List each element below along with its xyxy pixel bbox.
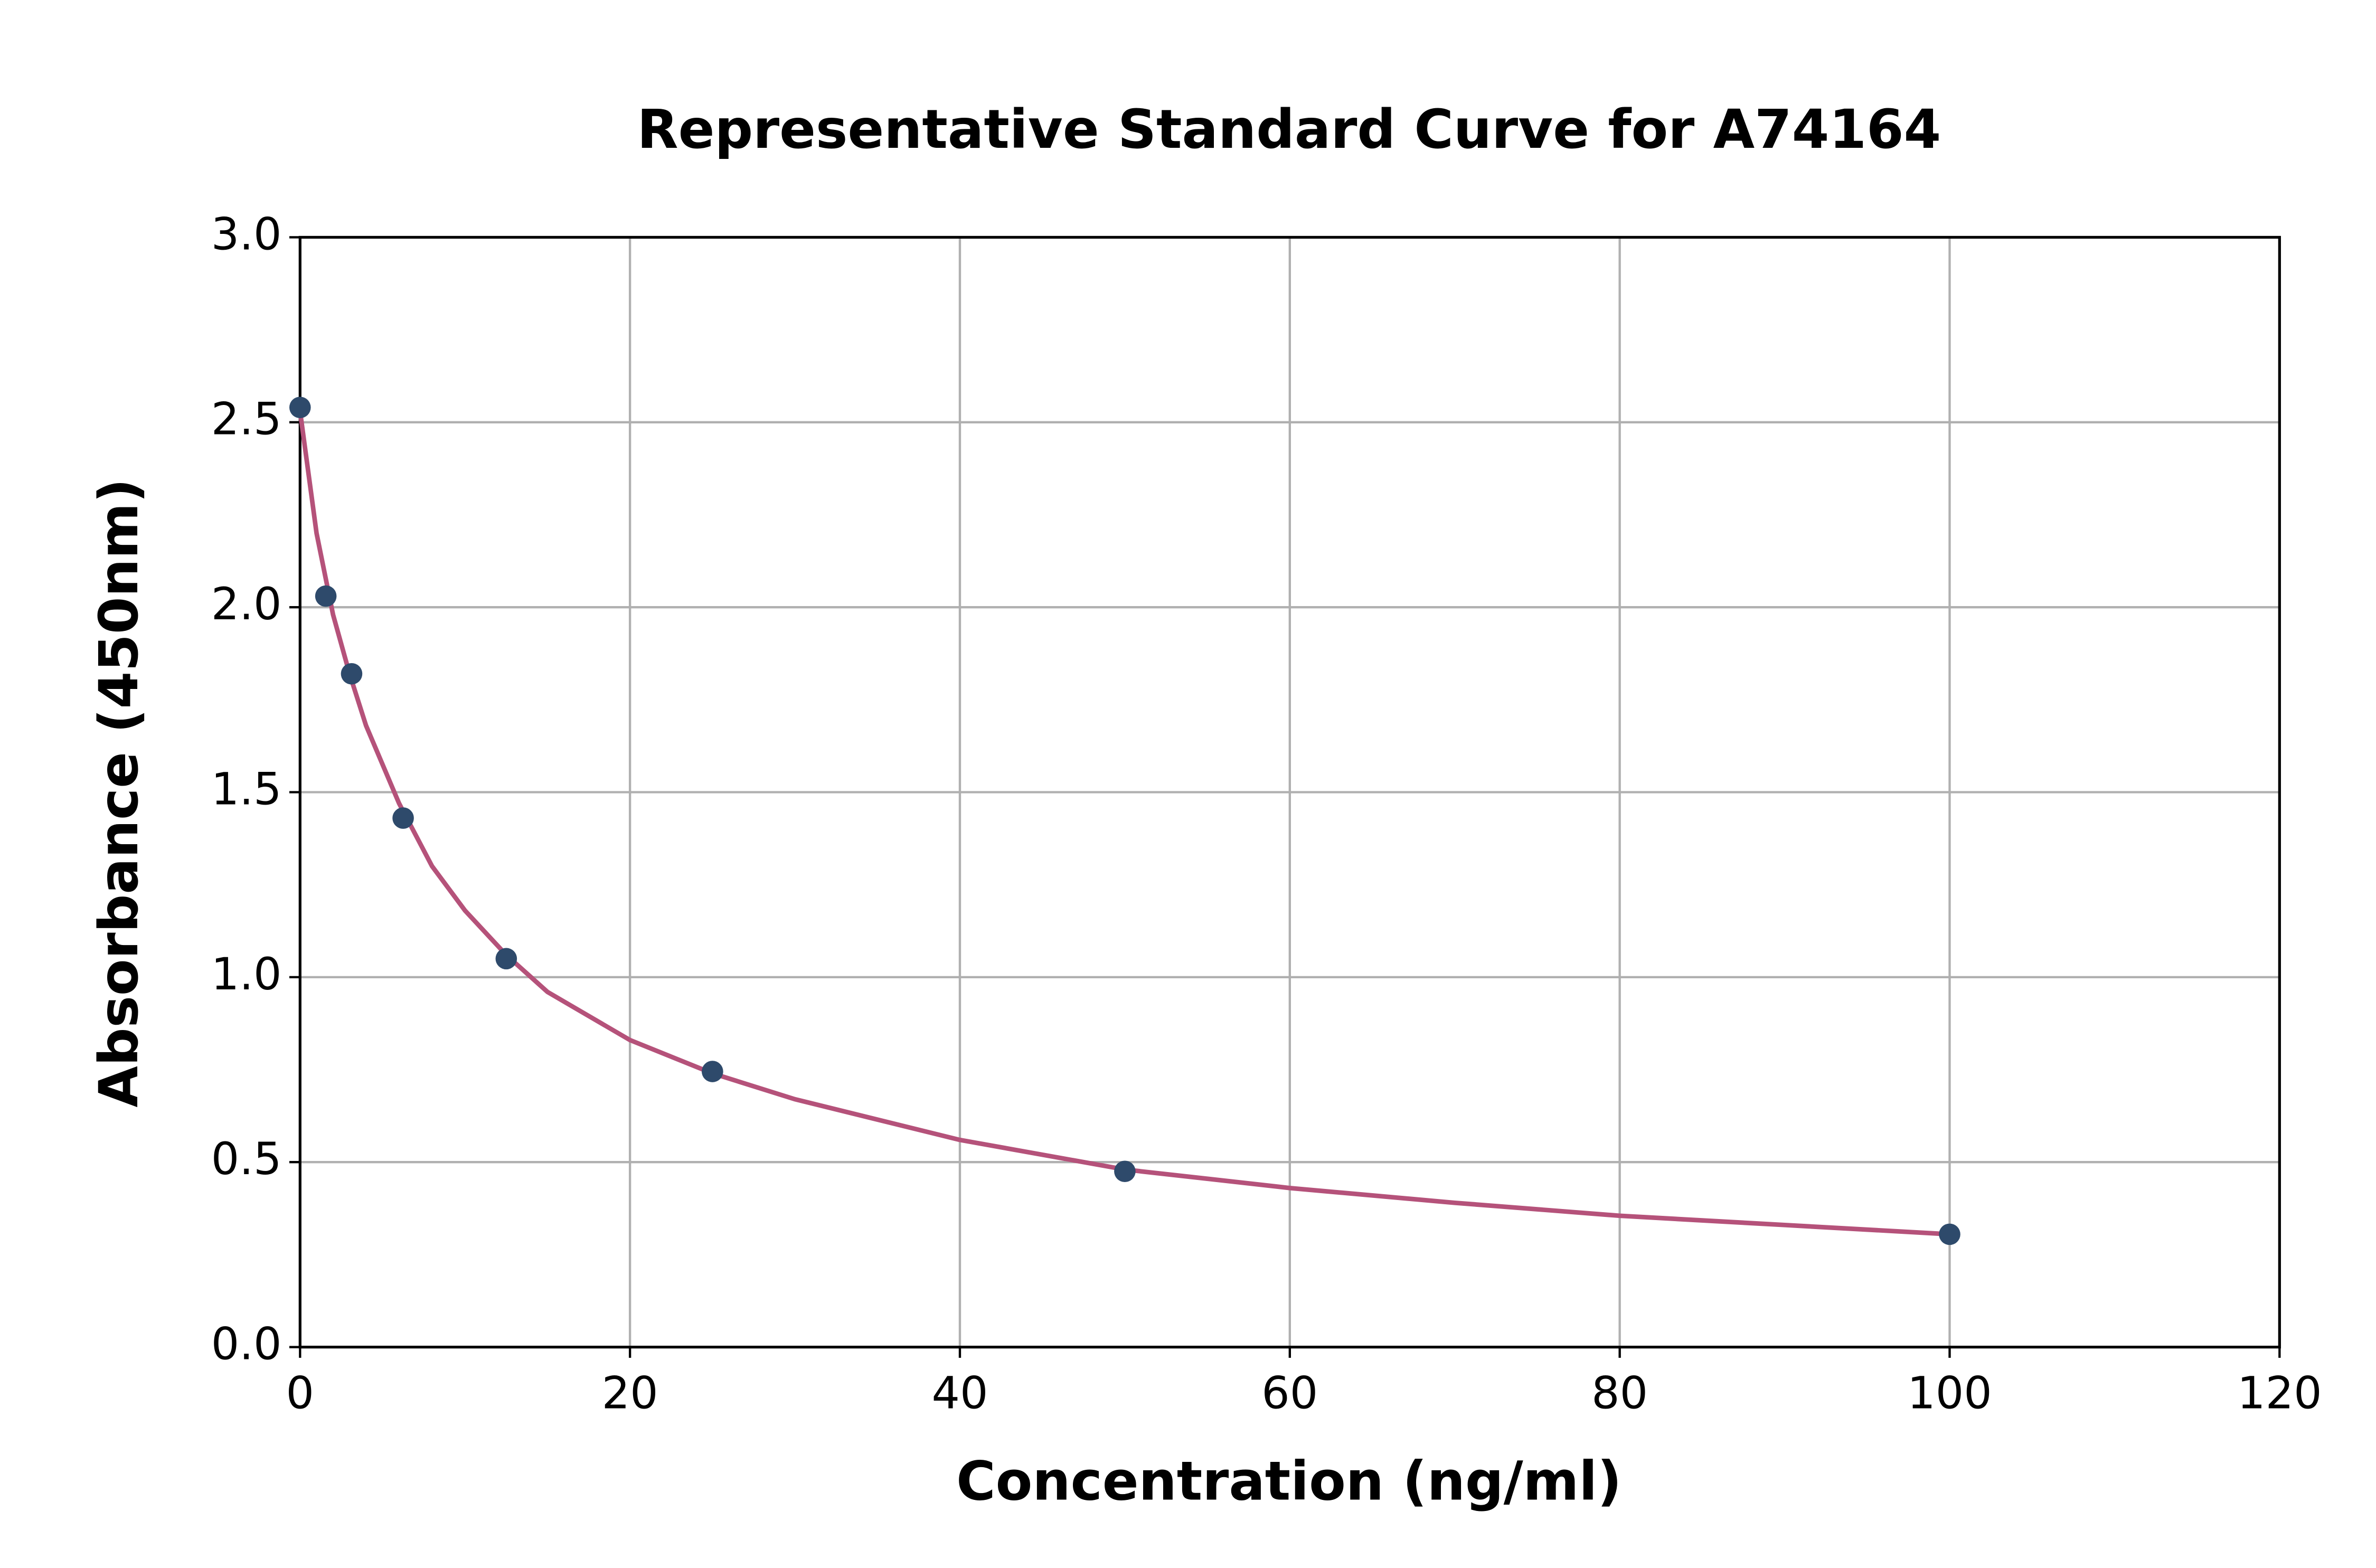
x-tick-label: 0 — [286, 1367, 315, 1419]
data-point — [341, 663, 363, 685]
y-tick-label: 0.5 — [211, 1133, 282, 1185]
plot-frame — [298, 235, 2281, 1349]
y-tick-label: 2.0 — [211, 578, 282, 630]
data-point — [495, 948, 517, 970]
data-point — [1114, 1160, 1136, 1183]
y-tick-label: 1.5 — [211, 763, 282, 815]
x-tick-label: 80 — [1591, 1367, 1648, 1419]
data-point — [315, 585, 337, 607]
y-tick-label: 3.0 — [211, 208, 282, 260]
x-tick-label: 20 — [602, 1367, 658, 1419]
x-tick-label: 40 — [931, 1367, 988, 1419]
x-axis-label: Concentration (ng/ml) — [956, 1450, 1621, 1512]
fit-curve — [297, 411, 1950, 1237]
x-tick-label: 120 — [2237, 1367, 2322, 1419]
data-point — [1939, 1223, 1960, 1245]
data-point — [392, 807, 414, 829]
y-axis-label: Absorbance (450nm) — [88, 478, 150, 1107]
chart-title: Representative Standard Curve for A74164 — [637, 98, 1941, 160]
x-tick-label: 60 — [1261, 1367, 1318, 1419]
data-point — [289, 396, 311, 419]
y-tick-label: 2.5 — [211, 393, 282, 445]
y-tick-label: 1.0 — [211, 948, 282, 1000]
data-point — [702, 1061, 723, 1082]
y-tick-label: 0.0 — [211, 1318, 282, 1370]
x-tick-label: 100 — [1907, 1367, 1992, 1419]
